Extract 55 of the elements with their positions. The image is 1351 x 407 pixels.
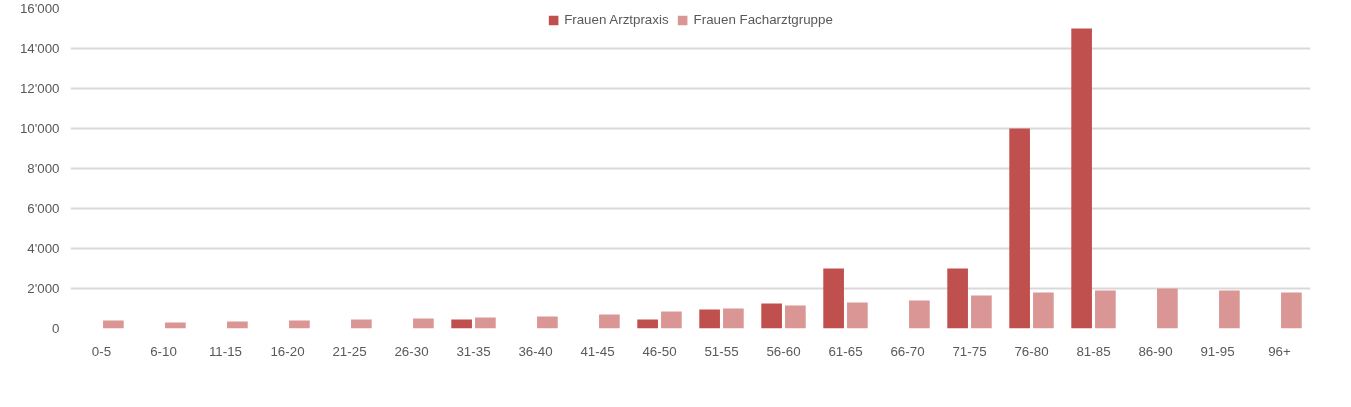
bar [823,268,844,329]
x-tick-label: 71-75 [952,343,987,359]
y-tick-label: 4'000 [27,241,60,256]
y-tick-label: 0 [52,321,60,336]
x-tick-label: 31-35 [456,343,491,359]
x-tick-label: 81-85 [1076,343,1111,359]
x-tick-label: 21-25 [332,343,367,359]
bar [947,268,968,329]
x-tick-label: 46-50 [642,343,677,359]
y-tick-label: 2'000 [27,281,60,296]
bar [537,316,558,329]
x-tick-label: 86-90 [1138,343,1173,359]
x-tick-label: 36-40 [518,343,553,359]
bar [971,295,992,329]
x-tick-label: 11-15 [208,343,243,359]
bar [761,303,782,329]
bar [785,305,806,329]
bar [661,311,682,329]
x-tick-label: 0-5 [91,343,112,359]
x-tick-label: 6-10 [150,343,177,359]
x-tick-label: 61-65 [828,343,863,359]
x-tick-label: 41-45 [580,343,615,359]
bar [909,300,930,329]
bar [1095,290,1116,329]
legend-label: Frauen Arztpraxis [564,12,669,27]
x-tick-label: 26-30 [394,343,429,359]
bar [413,318,434,329]
x-tick-label: 66-70 [890,343,925,359]
y-tick-label: 16'000 [19,1,60,16]
x-tick-label: 76-80 [1014,343,1049,359]
x-tick-label: 51-55 [704,343,739,359]
bar [1157,288,1178,329]
bar [1009,128,1030,329]
bar [1219,290,1240,329]
bar [723,308,744,329]
bar [1071,28,1092,329]
bar [351,319,372,329]
x-tick-label: 56-60 [766,343,801,359]
bar [847,302,868,329]
bar [1281,292,1302,329]
bar [475,317,496,329]
bar [699,309,720,329]
x-tick-label: 91-95 [1200,343,1235,359]
bar [637,319,658,329]
x-tick-label: 16-20 [270,343,305,359]
legend-label: Frauen Facharztgruppe [693,12,833,27]
y-tick-label: 6'000 [27,201,60,216]
y-tick-label: 14'000 [19,41,60,56]
y-tick-label: 12'000 [19,81,60,96]
bar [599,314,620,329]
bar [1033,292,1054,329]
y-tick-label: 10'000 [19,121,60,136]
bar [451,319,472,329]
x-tick-label: 96+ [1268,343,1292,359]
y-tick-label: 8'000 [27,161,60,176]
